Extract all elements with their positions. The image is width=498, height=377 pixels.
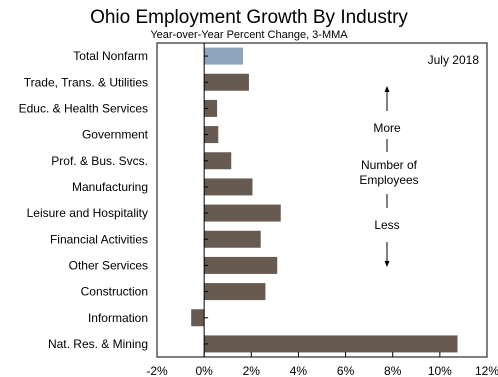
employee-size-legend: More Number of Employees Less xyxy=(359,86,419,267)
down-arrowhead-icon xyxy=(384,261,390,267)
x-tick-label: -2% xyxy=(146,364,168,377)
bar xyxy=(191,309,205,327)
bar xyxy=(204,230,261,248)
bar xyxy=(204,47,244,65)
category-label: Trade, Trans. & Utilities xyxy=(24,75,148,89)
bar xyxy=(204,73,249,91)
x-tick-label: 12% xyxy=(475,364,498,377)
more-label: More xyxy=(373,121,401,135)
bar xyxy=(204,256,278,274)
bar xyxy=(204,283,266,301)
bar xyxy=(204,335,458,353)
category-label: Government xyxy=(82,128,149,142)
x-tick-label: 2% xyxy=(243,364,261,377)
x-tick-label: 4% xyxy=(290,364,308,377)
category-label: Leisure and Hospitality xyxy=(27,206,148,220)
x-tick-label: 0% xyxy=(195,364,213,377)
category-label: Prof. & Bus. Svcs. xyxy=(51,154,148,168)
category-label: Other Services xyxy=(69,258,148,272)
bar xyxy=(204,126,219,144)
bar xyxy=(204,204,281,222)
date-label: July 2018 xyxy=(428,53,480,67)
number-of-label: Number of xyxy=(361,158,418,172)
category-label: Manufacturing xyxy=(72,180,148,194)
chart-title: Ohio Employment Growth By Industry xyxy=(90,7,408,28)
bar xyxy=(204,178,253,196)
x-tick-label: 10% xyxy=(428,364,452,377)
less-label: Less xyxy=(374,218,399,232)
plot-area-frame xyxy=(156,42,488,358)
bar xyxy=(204,99,218,117)
bar xyxy=(204,152,232,170)
category-label: Construction xyxy=(81,285,148,299)
chart-subtitle: Year-over-Year Percent Change, 3-MMA xyxy=(150,29,348,41)
up-arrowhead-icon xyxy=(384,86,390,92)
x-tick-label: 6% xyxy=(337,364,355,377)
category-label: Information xyxy=(88,311,148,325)
employees-label: Employees xyxy=(359,173,418,187)
category-label: Total Nonfarm xyxy=(73,49,148,63)
category-label: Educ. & Health Services xyxy=(19,101,148,115)
x-tick-label: 8% xyxy=(384,364,402,377)
category-label: Financial Activities xyxy=(50,232,148,246)
category-label: Nat. Res. & Mining xyxy=(48,337,148,351)
